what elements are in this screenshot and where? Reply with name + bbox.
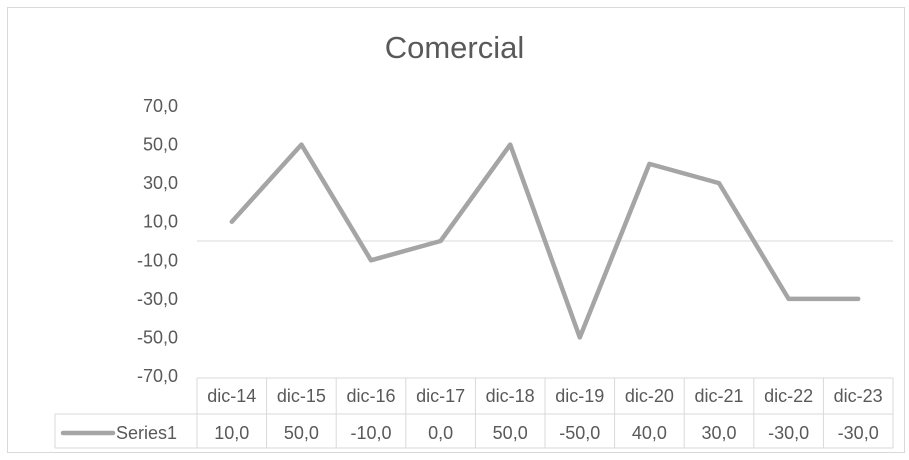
y-tick-label: -50,0 — [137, 327, 178, 347]
category-label: dic-18 — [486, 386, 535, 406]
data-table-value: 0,0 — [428, 423, 453, 443]
category-label: dic-22 — [764, 386, 813, 406]
data-table-value: 10,0 — [214, 423, 249, 443]
series-line — [229, 142, 861, 340]
category-label: dic-17 — [416, 386, 465, 406]
data-table-value: 50,0 — [493, 423, 528, 443]
y-tick-label: 30,0 — [143, 173, 178, 193]
y-tick-label: -30,0 — [137, 289, 178, 309]
category-label: dic-21 — [694, 386, 743, 406]
y-tick-label: 70,0 — [143, 96, 178, 116]
data-table-value: 40,0 — [632, 423, 667, 443]
data-table-value: -30,0 — [768, 423, 809, 443]
category-label: dic-15 — [277, 386, 326, 406]
legend-label-series1: Series1 — [116, 423, 177, 443]
y-tick-label: -10,0 — [137, 250, 178, 270]
category-label: dic-23 — [834, 386, 883, 406]
category-label: dic-14 — [207, 386, 256, 406]
y-tick-label: 50,0 — [143, 135, 178, 155]
category-label: dic-19 — [555, 386, 604, 406]
data-table-value: 30,0 — [701, 423, 736, 443]
data-table-value: -10,0 — [350, 423, 391, 443]
data-table-value: -30,0 — [838, 423, 879, 443]
data-table-value: -50,0 — [559, 423, 600, 443]
chart-title: Comercial — [384, 30, 525, 65]
y-tick-label: -70,0 — [137, 366, 178, 386]
category-label: dic-20 — [625, 386, 674, 406]
y-tick-label: 10,0 — [143, 212, 178, 232]
chart-frame — [7, 7, 905, 453]
category-label: dic-16 — [346, 386, 395, 406]
data-table-value: 50,0 — [284, 423, 319, 443]
